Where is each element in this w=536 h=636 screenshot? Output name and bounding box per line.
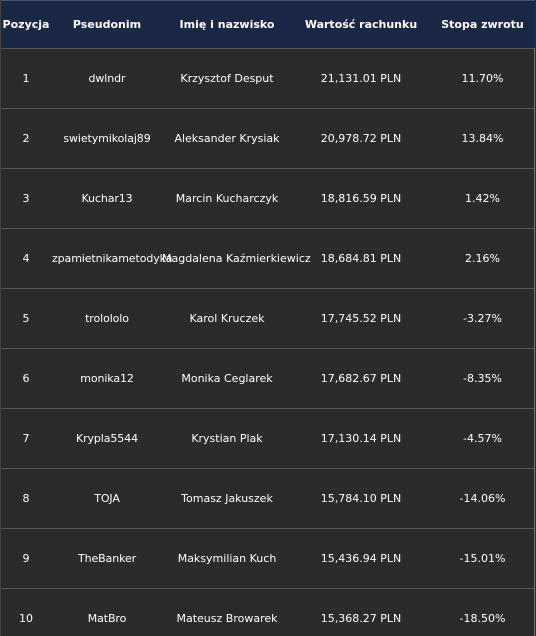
column-header-account-value[interactable]: Wartość rachunku	[304, 18, 418, 31]
cell-return-rate: 11.70%	[461, 72, 504, 85]
cell-nickname[interactable]: monika12	[80, 372, 134, 385]
cell-nickname[interactable]: MatBro	[87, 612, 127, 626]
cell-return-rate: -4.57%	[463, 432, 502, 445]
table-row: 2 swietymikolaj89 Aleksander Krysiak 20,978…	[0, 108, 535, 169]
cell-position: 6	[22, 372, 30, 385]
cell-position: 8	[22, 492, 30, 505]
cell-full-name: Mateusz Browarek	[176, 612, 278, 626]
table-row: 7 Krypla5544 Krystian Plak 17,130.14 PLN -4.…	[0, 408, 535, 469]
cell-return-rate: 2.16%	[465, 252, 500, 265]
table-right-border	[534, 48, 535, 636]
cell-full-name: Aleksander Krysiak	[174, 132, 280, 145]
cell-nickname[interactable]: Kuchar13	[81, 192, 133, 205]
table-row: 1 dwlndr Krzysztof Desput 21,131.01 PLN 11.7…	[0, 48, 535, 109]
column-header-return-rate[interactable]: Stopa zwrotu	[441, 18, 524, 31]
cell-return-rate: -18.50%	[459, 612, 506, 626]
cell-nickname[interactable]: swietymikolaj89	[63, 132, 151, 145]
table-row: 10 MatBro Mateusz Browarek 15,368.27 PLN -18…	[0, 588, 535, 636]
cell-return-rate: -14.06%	[459, 492, 506, 505]
cell-position: 1	[22, 72, 30, 85]
cell-position: 7	[22, 432, 30, 445]
table-row: 4 zpamietnikametodyka Magdalena Kaźmierkie…	[0, 228, 535, 289]
cell-full-name: Krzysztof Desput	[180, 72, 274, 85]
cell-account-value: 17,745.52 PLN	[320, 312, 402, 325]
cell-full-name: Magdalena Kaźmierkiewicz	[162, 252, 311, 265]
cell-account-value: 15,784.10 PLN	[320, 492, 402, 505]
cell-position: 9	[22, 552, 30, 565]
cell-full-name: Karol Kruczek	[189, 312, 265, 325]
cell-account-value: 21,131.01 PLN	[320, 72, 402, 85]
table-row: 8 TOJA Tomasz Jakuszek 15,784.10 PLN -14.06%	[0, 468, 535, 529]
table-header: Pozycja Pseudonim Imię i nazwisko Wartoś…	[0, 0, 535, 49]
column-header-full-name[interactable]: Imię i nazwisko	[179, 18, 275, 31]
cell-nickname[interactable]: zpamietnikametodyka	[52, 252, 173, 265]
table-row: 6 monika12 Monika Ceglarek 17,682.67 PLN -8.…	[0, 348, 535, 409]
cell-full-name: Marcin Kucharczyk	[175, 192, 279, 205]
cell-nickname[interactable]: dwlndr	[88, 72, 126, 85]
cell-position: 2	[22, 132, 30, 145]
cell-position: 10	[19, 612, 33, 626]
cell-account-value: 18,816.59 PLN	[320, 192, 402, 205]
cell-nickname[interactable]: trolololo	[85, 312, 129, 325]
table-row: 3 Kuchar13 Marcin Kucharczyk 18,816.59 PLN 1…	[0, 168, 535, 229]
cell-return-rate: 1.42%	[465, 192, 500, 205]
cell-position: 5	[22, 312, 30, 325]
cell-account-value: 17,130.14 PLN	[320, 432, 402, 445]
table-left-border	[0, 0, 1, 636]
cell-nickname[interactable]: Krypla5544	[75, 432, 139, 445]
cell-position: 3	[22, 192, 30, 205]
cell-full-name: Maksymilian Kuch	[177, 552, 277, 565]
header-row: Pozycja Pseudonim Imię i nazwisko Wartoś…	[0, 0, 535, 49]
cell-nickname[interactable]: TOJA	[94, 492, 120, 505]
cell-account-value: 17,682.67 PLN	[320, 372, 402, 385]
cell-return-rate: -8.35%	[463, 372, 502, 385]
table-row: 5 trolololo Karol Kruczek 17,745.52 PLN -3.2…	[0, 288, 535, 349]
table-body: 1 dwlndr Krzysztof Desput 21,131.01 PLN 11.7…	[0, 48, 535, 636]
cell-account-value: 15,368.27 PLN	[320, 612, 402, 626]
cell-position: 4	[22, 252, 30, 265]
cell-full-name: Tomasz Jakuszek	[181, 492, 273, 505]
cell-return-rate: 13.84%	[461, 132, 504, 145]
cell-return-rate: -15.01%	[459, 552, 506, 565]
cell-account-value: 20,978.72 PLN	[320, 132, 402, 145]
cell-return-rate: -3.27%	[463, 312, 502, 325]
cell-account-value: 15,436.94 PLN	[320, 552, 402, 565]
cell-full-name: Monika Ceglarek	[181, 372, 273, 385]
cell-full-name: Krystian Plak	[191, 432, 263, 445]
column-header-position[interactable]: Pozycja	[2, 18, 50, 31]
column-header-nickname[interactable]: Pseudonim	[72, 18, 142, 31]
cell-account-value: 18,684.81 PLN	[320, 252, 402, 265]
cell-nickname[interactable]: TheBanker	[77, 552, 137, 565]
table-row: 9 TheBanker Maksymilian Kuch 15,436.94 PLN -…	[0, 528, 535, 589]
